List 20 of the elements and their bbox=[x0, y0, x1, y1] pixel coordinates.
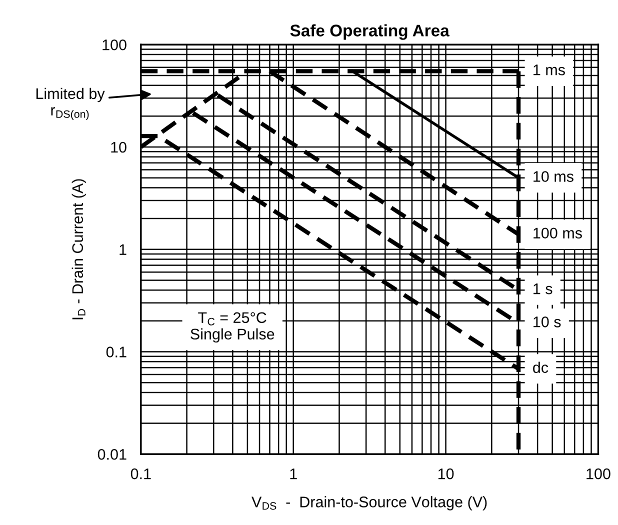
series-label: 10 ms bbox=[534, 171, 574, 182]
series-label: 100 ms bbox=[534, 228, 582, 239]
y-tick-label: 0.01 bbox=[98, 448, 126, 460]
chart-title: Safe Operating Area bbox=[290, 24, 450, 40]
x-axis-title: V$_{DS}$ - Drain-to-Source Voltage (V) bbox=[252, 496, 487, 510]
series-label: 10 s bbox=[534, 316, 561, 328]
text: Limited by r$_{DS(on)}$ bbox=[36, 88, 105, 120]
series-label: dc bbox=[533, 362, 548, 373]
y-tick-label: 0.1 bbox=[106, 346, 126, 358]
series-label: 1 ms bbox=[534, 64, 565, 76]
x-tick-label: 0.1 bbox=[130, 468, 151, 480]
y-tick-label: 100 bbox=[102, 39, 126, 50]
series-label: 1 s bbox=[534, 284, 552, 294]
x-tick-label: 10 bbox=[438, 468, 454, 480]
y-tick-label: 1 bbox=[120, 244, 126, 255]
annotation: T$_{C}$ = 25°C Single Pulse bbox=[190, 312, 274, 343]
y-tick-label: 10 bbox=[111, 142, 126, 153]
x-tick-label: 1 bbox=[290, 468, 297, 480]
y-axis-title: I$_{D}$ - Drain Current (A) bbox=[72, 179, 86, 320]
x-tick-label: 100 bbox=[586, 468, 610, 480]
